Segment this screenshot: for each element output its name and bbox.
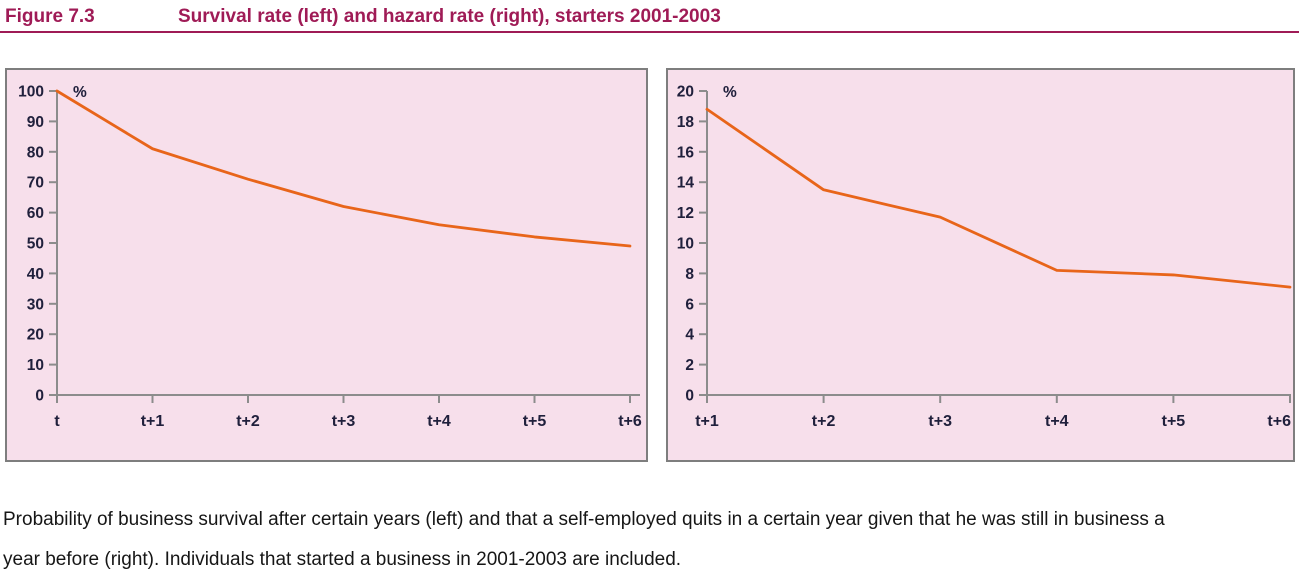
title-underline-rule: [0, 31, 1299, 33]
y-tick-label: 20: [677, 84, 694, 101]
y-tick-label: 50: [27, 236, 44, 253]
x-tick-label: t+4: [1045, 413, 1069, 430]
y-tick-label: 12: [677, 205, 694, 222]
y-tick-label: 2: [685, 357, 694, 374]
y-tick-label: 80: [27, 144, 44, 161]
x-tick-label: t+6: [1267, 413, 1291, 430]
hazard-rate-panel: 0 2 4 6 8 10 12 14 16 18 20% t+1 t+2 t+3 t+4 t+5 t+6: [666, 68, 1295, 462]
x-tick-label: t: [54, 413, 60, 430]
hazard-rate-chart: 0 2 4 6 8 10 12 14 16 18 20 % t+1 t+2 t+3 t+4 t+5 t+6: [677, 84, 1292, 430]
y-tick-label: 10: [27, 357, 44, 374]
y-tick-label: 0: [685, 388, 694, 405]
y-axis-unit-label: %: [723, 84, 737, 101]
x-tick-label: t+1: [695, 413, 719, 430]
y-tick-label: 8: [685, 266, 694, 283]
x-tick-label: t+1: [141, 413, 165, 430]
y-tick-label: 60: [27, 205, 44, 222]
y-tick-label: 16: [677, 144, 695, 161]
y-tick-label: 30: [27, 296, 44, 313]
figure-caption: Probability of business survival after c…: [3, 500, 1297, 575]
x-tick-label: t+6: [618, 413, 642, 430]
figure-header: Figure 7.3 Survival rate (left) and hazar…: [5, 6, 1299, 28]
y-tick-label: 40: [27, 266, 44, 283]
x-tick-label: t+2: [236, 413, 260, 430]
x-tick-label: t+5: [523, 413, 547, 430]
y-tick-label: 20: [27, 327, 44, 344]
x-tick-label: t+5: [1162, 413, 1186, 430]
x-tick-label: t+3: [332, 413, 356, 430]
x-tick-label: t+4: [427, 413, 451, 430]
y-tick-label: 0: [35, 388, 44, 405]
x-tick-label: t+2: [812, 413, 836, 430]
caption-line: year before (right). Individuals that st…: [3, 549, 682, 570]
y-tick-label: 70: [27, 175, 44, 192]
y-tick-label: 14: [677, 175, 695, 192]
y-tick-label: 6: [685, 296, 694, 313]
data-series-line: [55, 89, 632, 248]
y-tick-label: 90: [27, 114, 44, 131]
survival-rate-panel: 0 10 20 30 40 50 60 70 80 90 100% t t+1 t+2 t+3 t+4 t+5 t…: [5, 68, 648, 462]
y-tick-label: 10: [677, 236, 694, 253]
figure-number: Figure 7.3: [5, 6, 95, 27]
y-axis-unit-label: %: [73, 84, 87, 101]
y-tick-label: 18: [677, 114, 695, 131]
y-tick-label: 100: [18, 84, 44, 101]
figure-title: Survival rate (left) and hazard rate (ri…: [178, 6, 721, 27]
y-tick-label: 4: [685, 327, 694, 344]
survival-rate-chart: 0 10 20 30 40 50 60 70 80 90 100 % t t+1 t+2 t+3 t+4 t+5 t…: [18, 84, 642, 431]
x-tick-label: t+3: [928, 413, 952, 430]
caption-line: Probability of business survival after c…: [3, 509, 1165, 530]
data-series-line: [705, 107, 1292, 289]
